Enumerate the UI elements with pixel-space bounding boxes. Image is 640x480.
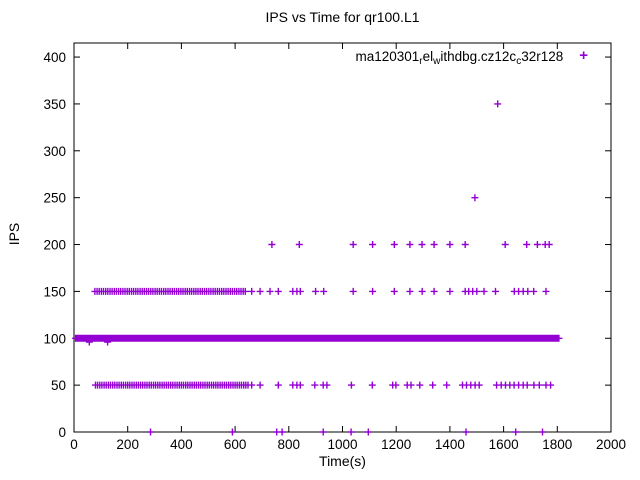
- svg-text:0: 0: [58, 425, 66, 440]
- svg-text:0: 0: [70, 437, 78, 452]
- y-axis-label: IPS: [6, 222, 22, 246]
- svg-text:100: 100: [43, 331, 66, 346]
- legend-series-label: ma120301relwithdbg.cz12cc32r128: [355, 49, 564, 67]
- svg-text:1400: 1400: [435, 437, 465, 452]
- svg-text:400: 400: [43, 50, 66, 65]
- svg-text:800: 800: [278, 437, 301, 452]
- svg-text:50: 50: [51, 378, 66, 393]
- svg-text:150: 150: [43, 284, 66, 299]
- svg-text:2000: 2000: [596, 437, 626, 452]
- data-points: [72, 100, 563, 436]
- chart-title: IPS vs Time for qr100.L1: [265, 9, 420, 25]
- svg-text:1800: 1800: [542, 437, 572, 452]
- svg-text:1200: 1200: [381, 437, 411, 452]
- axis-ticks: [73, 43, 612, 433]
- svg-text:300: 300: [43, 144, 66, 159]
- svg-text:200: 200: [43, 238, 66, 253]
- x-axis-label: Time(s): [319, 453, 366, 469]
- svg-text:600: 600: [224, 437, 247, 452]
- legend: ma120301relwithdbg.cz12cc32r128 +: [355, 47, 588, 67]
- axis-tick-labels: 0 200 400 600 800 1000 1200 1400 1600 1800 2000 0 50…: [43, 50, 626, 452]
- svg-text:400: 400: [170, 437, 193, 452]
- svg-text:1000: 1000: [327, 437, 357, 452]
- plot-frame: [73, 42, 612, 433]
- svg-text:200: 200: [116, 437, 139, 452]
- legend-plus-marker-icon: +: [579, 47, 588, 64]
- svg-text:250: 250: [43, 191, 66, 206]
- svg-text:1600: 1600: [489, 437, 519, 452]
- svg-text:350: 350: [43, 97, 66, 112]
